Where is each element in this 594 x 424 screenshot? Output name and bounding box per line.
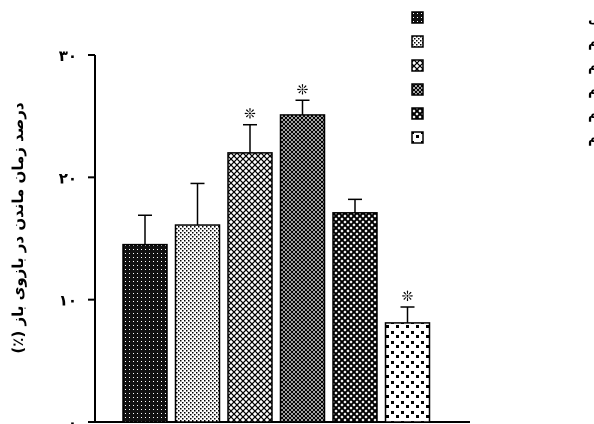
bar [122,243,168,423]
bar [332,212,378,423]
legend-label: کنترل [588,12,594,27]
legend-swatch [411,107,424,120]
bar [279,114,326,423]
legend-label: دگزامتازون ۱۰ میلیگرم [588,131,594,147]
legend-label: دگزامتازون ۱ میلیگرم [588,83,594,99]
bar [174,224,221,423]
y-axis-label: درصد زمان ماندن در بازوی باز (٪) [9,102,27,354]
legend-label: دگزامتازون ۲ میلیگرم [588,107,594,123]
bar [227,152,273,423]
legend-swatch [411,83,424,96]
legend-swatch [411,131,424,144]
legend-swatch [411,35,424,48]
legend: کنترل دگزامتازون ۰/۱ میلیگرم دگزامتازون ۰/… [411,11,594,147]
significance-marker: ❊ [244,107,256,123]
legend-swatch [411,59,424,72]
legend-swatch [411,11,424,24]
legend-label: دگزامتازون ۰/۳ میلیگرم [588,59,594,75]
bar [384,322,431,423]
legend-label: دگزامتازون ۰/۱ میلیگرم [588,35,594,51]
y-tick-label: ۲۰ [59,169,77,187]
bars: ❊ ❊ ❊ [122,82,431,423]
significance-marker: ❊ [402,289,414,305]
y-tick-label: ۱۰ [59,292,77,310]
y-tick-label: ۰ [68,414,77,424]
y-tick-label: ۳۰ [59,47,77,65]
significance-marker: ❊ [297,82,309,98]
